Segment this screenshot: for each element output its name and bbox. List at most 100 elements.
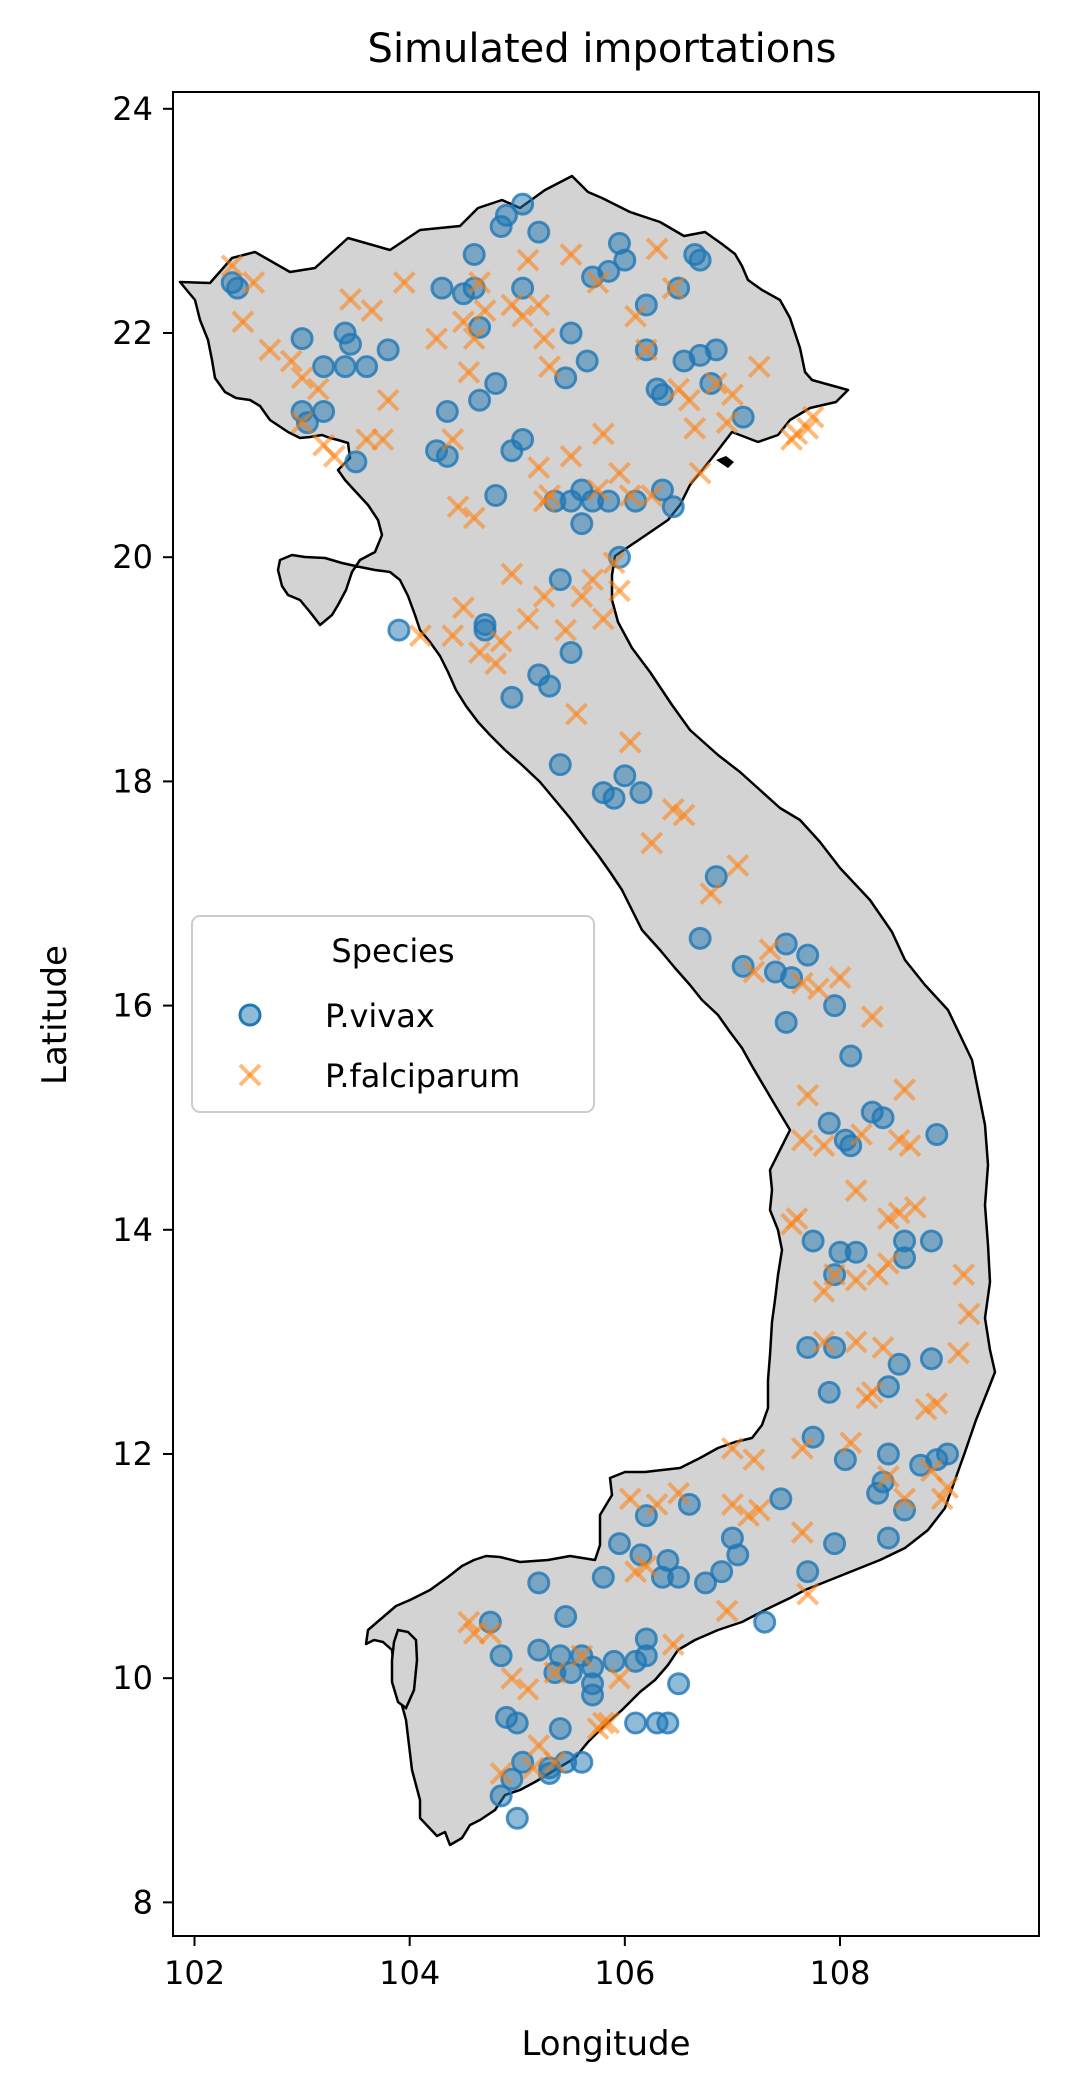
vivax-point	[613, 764, 637, 788]
vivax-point	[844, 1240, 868, 1264]
vivax-point	[871, 1106, 895, 1130]
y-tick-label: 18	[112, 762, 153, 800]
legend-frame	[191, 915, 595, 1113]
falciparum-point	[500, 562, 524, 586]
falciparum-point	[844, 1330, 868, 1354]
falciparum-point	[608, 461, 631, 485]
vivax-point	[500, 439, 524, 463]
falciparum-point	[570, 585, 594, 608]
falciparum-point	[823, 1263, 847, 1287]
vivax-point	[484, 371, 508, 395]
falciparum-point	[677, 388, 701, 412]
falciparum-point	[871, 1336, 895, 1359]
vivax-point	[801, 1229, 825, 1253]
vivax-point	[624, 1711, 648, 1735]
falciparum-point	[473, 299, 497, 323]
vivax-point	[548, 1717, 572, 1741]
vivax-point	[355, 355, 379, 379]
falciparum-point	[624, 1560, 647, 1584]
y-tick-label: 22	[112, 314, 153, 352]
falciparum-point	[559, 444, 583, 468]
x-tick-label: 106	[594, 1954, 655, 1992]
falciparum-point	[618, 484, 642, 507]
vivax-point	[602, 786, 626, 810]
falciparum-point	[828, 966, 852, 989]
falciparum-point	[796, 1582, 820, 1606]
vivax-point	[527, 1571, 551, 1595]
falciparum-point	[489, 1762, 513, 1785]
vivax-point	[435, 444, 459, 468]
falciparum-point	[946, 1341, 970, 1365]
vivax-point	[823, 994, 847, 1018]
vivax-point	[559, 640, 583, 664]
falciparum-point	[290, 366, 314, 390]
falciparum-point	[893, 1078, 916, 1102]
falciparum-point	[586, 478, 610, 502]
falciparum-point	[591, 607, 615, 631]
vivax-point	[527, 220, 551, 244]
falciparum-point	[957, 1302, 981, 1326]
falciparum-point	[462, 506, 486, 530]
vivax-point	[511, 276, 535, 300]
vivax-point	[823, 1532, 847, 1556]
vivax-point	[575, 349, 599, 373]
vivax-point	[650, 478, 674, 502]
falciparum-point	[898, 1134, 922, 1158]
vivax-point	[554, 1605, 578, 1629]
falciparum-point	[785, 1207, 809, 1230]
y-tick-label: 20	[112, 538, 153, 576]
vivax-point	[645, 1711, 669, 1735]
falciparum-point	[699, 882, 723, 905]
falciparum-point	[796, 1083, 820, 1107]
falciparum-point	[634, 1554, 658, 1578]
vivax-point	[796, 1560, 820, 1584]
falciparum-point	[790, 1436, 814, 1460]
falciparum-point	[457, 1610, 481, 1634]
legend-falciparum-label: P.falciparum	[325, 1057, 520, 1095]
falciparum-point	[516, 607, 540, 631]
vivax-point	[468, 388, 492, 412]
falciparum-point	[543, 1750, 567, 1774]
falciparum-point	[586, 271, 610, 294]
falciparum-point	[322, 444, 346, 468]
island-coast-small	[716, 456, 734, 468]
falciparum-point	[457, 360, 481, 384]
falciparum-point	[715, 411, 739, 435]
falciparum-point	[720, 1493, 744, 1516]
y-tick-label: 24	[112, 90, 153, 128]
falciparum-point	[279, 349, 303, 373]
falciparum-point	[801, 405, 825, 429]
vivax-point	[661, 495, 685, 519]
chart-title: Simulated importations	[368, 26, 837, 72]
vivax-point	[494, 203, 518, 227]
vivax-point	[500, 685, 524, 709]
falciparum-point	[661, 1633, 685, 1656]
falciparum-point	[812, 1330, 836, 1354]
vivax-point	[613, 248, 637, 272]
falciparum-point	[747, 1498, 771, 1522]
plot-area	[172, 91, 1040, 1937]
mainland-outline	[178, 174, 997, 1847]
falciparum-point	[468, 641, 492, 664]
falciparum-point	[618, 730, 642, 754]
falciparum-point	[812, 1134, 836, 1158]
vivax-point	[774, 932, 798, 956]
vivax-point	[936, 1442, 960, 1466]
vivax-point	[753, 1610, 777, 1634]
falciparum-point	[360, 299, 384, 323]
vivax-point	[634, 1644, 658, 1668]
falciparum-point	[688, 461, 712, 485]
vivax-point	[295, 411, 319, 435]
vivax-point	[220, 271, 244, 295]
vivax-point	[919, 1347, 943, 1371]
legend-vivax-marker	[238, 1003, 262, 1027]
vivax-point	[435, 399, 459, 423]
vivax-point	[925, 1123, 949, 1147]
falciparum-point	[532, 327, 556, 351]
falciparum-point	[747, 355, 771, 379]
vivax-point	[699, 371, 723, 395]
vivax-point	[607, 1532, 631, 1556]
falciparum-point	[758, 938, 782, 961]
vivax-point	[538, 674, 562, 698]
vivax-point	[527, 1638, 551, 1662]
